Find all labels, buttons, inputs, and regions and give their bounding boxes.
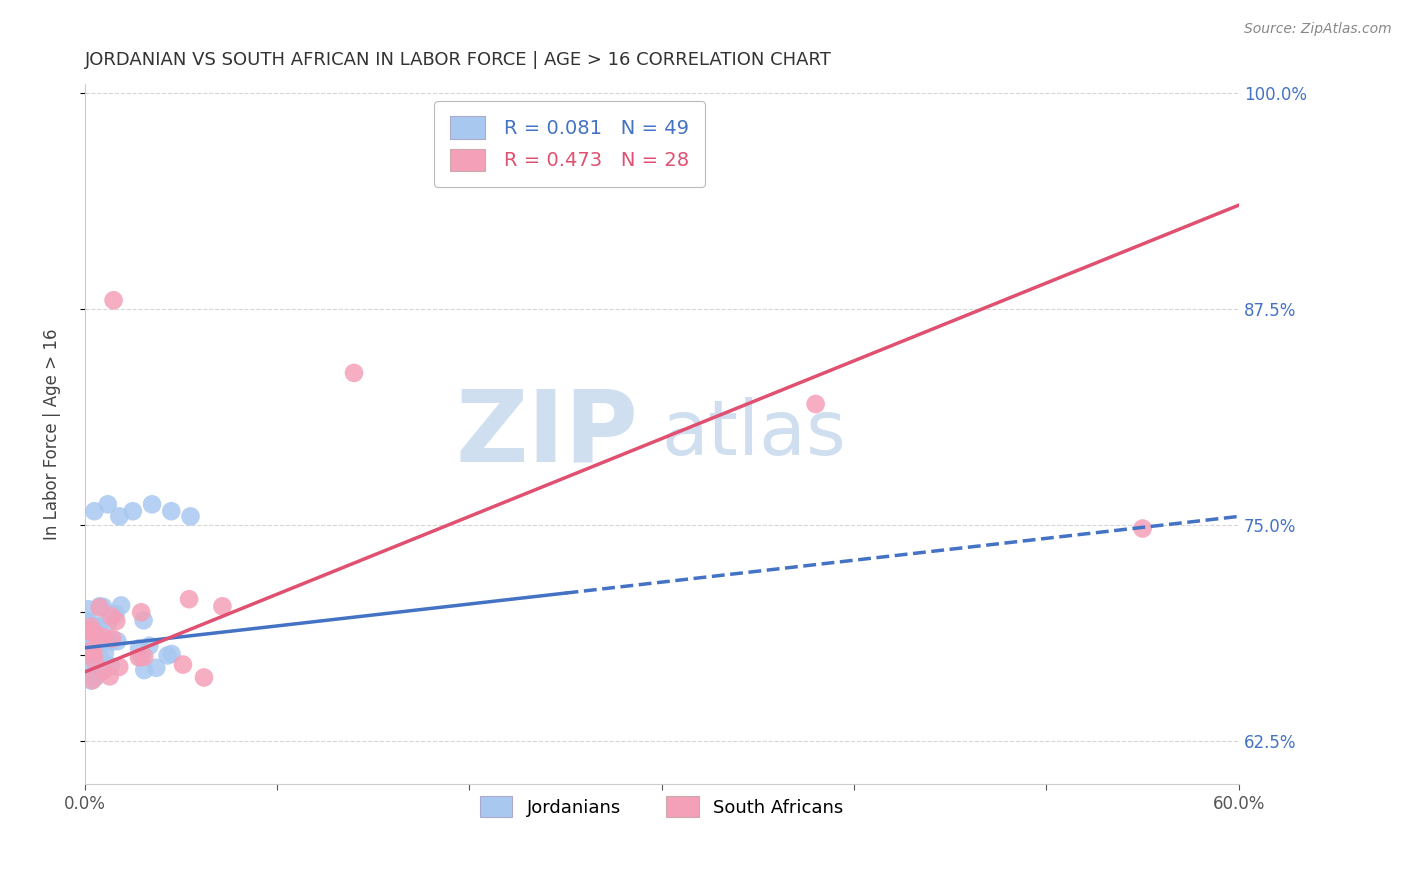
- Point: [129, 605, 152, 619]
- Point: [83, 619, 105, 633]
- Point: [180, 509, 202, 524]
- Point: [612, 155, 634, 169]
- Point: [82, 627, 104, 641]
- Point: [84, 626, 107, 640]
- Point: [80, 621, 103, 635]
- Point: [131, 650, 153, 665]
- Point: [160, 504, 183, 518]
- Point: [101, 632, 124, 646]
- Point: [104, 607, 127, 622]
- Point: [89, 649, 111, 664]
- Point: [79, 620, 101, 634]
- Text: Source: ZipAtlas.com: Source: ZipAtlas.com: [1244, 22, 1392, 37]
- Text: JORDANIAN VS SOUTH AFRICAN IN LABOR FORCE | AGE > 16 CORRELATION CHART: JORDANIAN VS SOUTH AFRICAN IN LABOR FORC…: [84, 51, 831, 69]
- Point: [132, 613, 155, 627]
- Point: [77, 621, 100, 635]
- Point: [84, 656, 107, 670]
- Point: [82, 646, 104, 660]
- Point: [172, 657, 194, 672]
- Point: [128, 650, 150, 665]
- Point: [82, 632, 104, 647]
- Point: [101, 607, 124, 621]
- Point: [82, 673, 104, 688]
- Point: [76, 633, 98, 648]
- Point: [76, 636, 98, 650]
- Point: [98, 669, 121, 683]
- Point: [145, 661, 167, 675]
- Legend: Jordanians, South Africans: Jordanians, South Africans: [472, 789, 851, 824]
- Point: [105, 614, 128, 628]
- Point: [160, 647, 183, 661]
- Point: [177, 592, 200, 607]
- Point: [80, 643, 103, 657]
- Point: [343, 366, 366, 380]
- Point: [75, 619, 97, 633]
- Point: [100, 609, 122, 624]
- Point: [141, 497, 163, 511]
- Point: [79, 640, 101, 654]
- Point: [211, 599, 233, 614]
- Point: [83, 653, 105, 667]
- Text: ZIP: ZIP: [456, 385, 638, 483]
- Point: [80, 673, 103, 688]
- Point: [79, 636, 101, 650]
- Point: [93, 664, 115, 678]
- Point: [83, 641, 105, 656]
- Point: [108, 509, 131, 524]
- Point: [121, 504, 143, 518]
- Point: [108, 660, 131, 674]
- Y-axis label: In Labor Force | Age > 16: In Labor Force | Age > 16: [44, 328, 60, 540]
- Point: [103, 293, 125, 308]
- Point: [77, 602, 100, 616]
- Point: [193, 671, 215, 685]
- Point: [89, 600, 111, 615]
- Point: [79, 624, 101, 638]
- Point: [82, 666, 104, 681]
- Point: [110, 599, 132, 613]
- Point: [97, 497, 120, 511]
- Point: [107, 634, 129, 648]
- Point: [82, 625, 104, 640]
- Point: [1132, 522, 1154, 536]
- Point: [100, 635, 122, 649]
- Point: [128, 641, 150, 656]
- Text: atlas: atlas: [662, 397, 846, 471]
- Point: [77, 652, 100, 666]
- Point: [134, 663, 156, 677]
- Point: [89, 618, 111, 632]
- Point: [83, 504, 105, 518]
- Point: [94, 646, 117, 660]
- Point: [97, 615, 120, 629]
- Point: [134, 649, 156, 664]
- Point: [138, 639, 160, 653]
- Point: [89, 599, 111, 614]
- Point: [77, 615, 100, 630]
- Point: [93, 631, 115, 645]
- Point: [100, 633, 122, 648]
- Point: [79, 629, 101, 643]
- Point: [156, 648, 179, 663]
- Point: [77, 635, 100, 649]
- Point: [84, 669, 107, 683]
- Point: [100, 659, 122, 673]
- Point: [91, 599, 114, 614]
- Point: [75, 614, 97, 628]
- Point: [804, 397, 827, 411]
